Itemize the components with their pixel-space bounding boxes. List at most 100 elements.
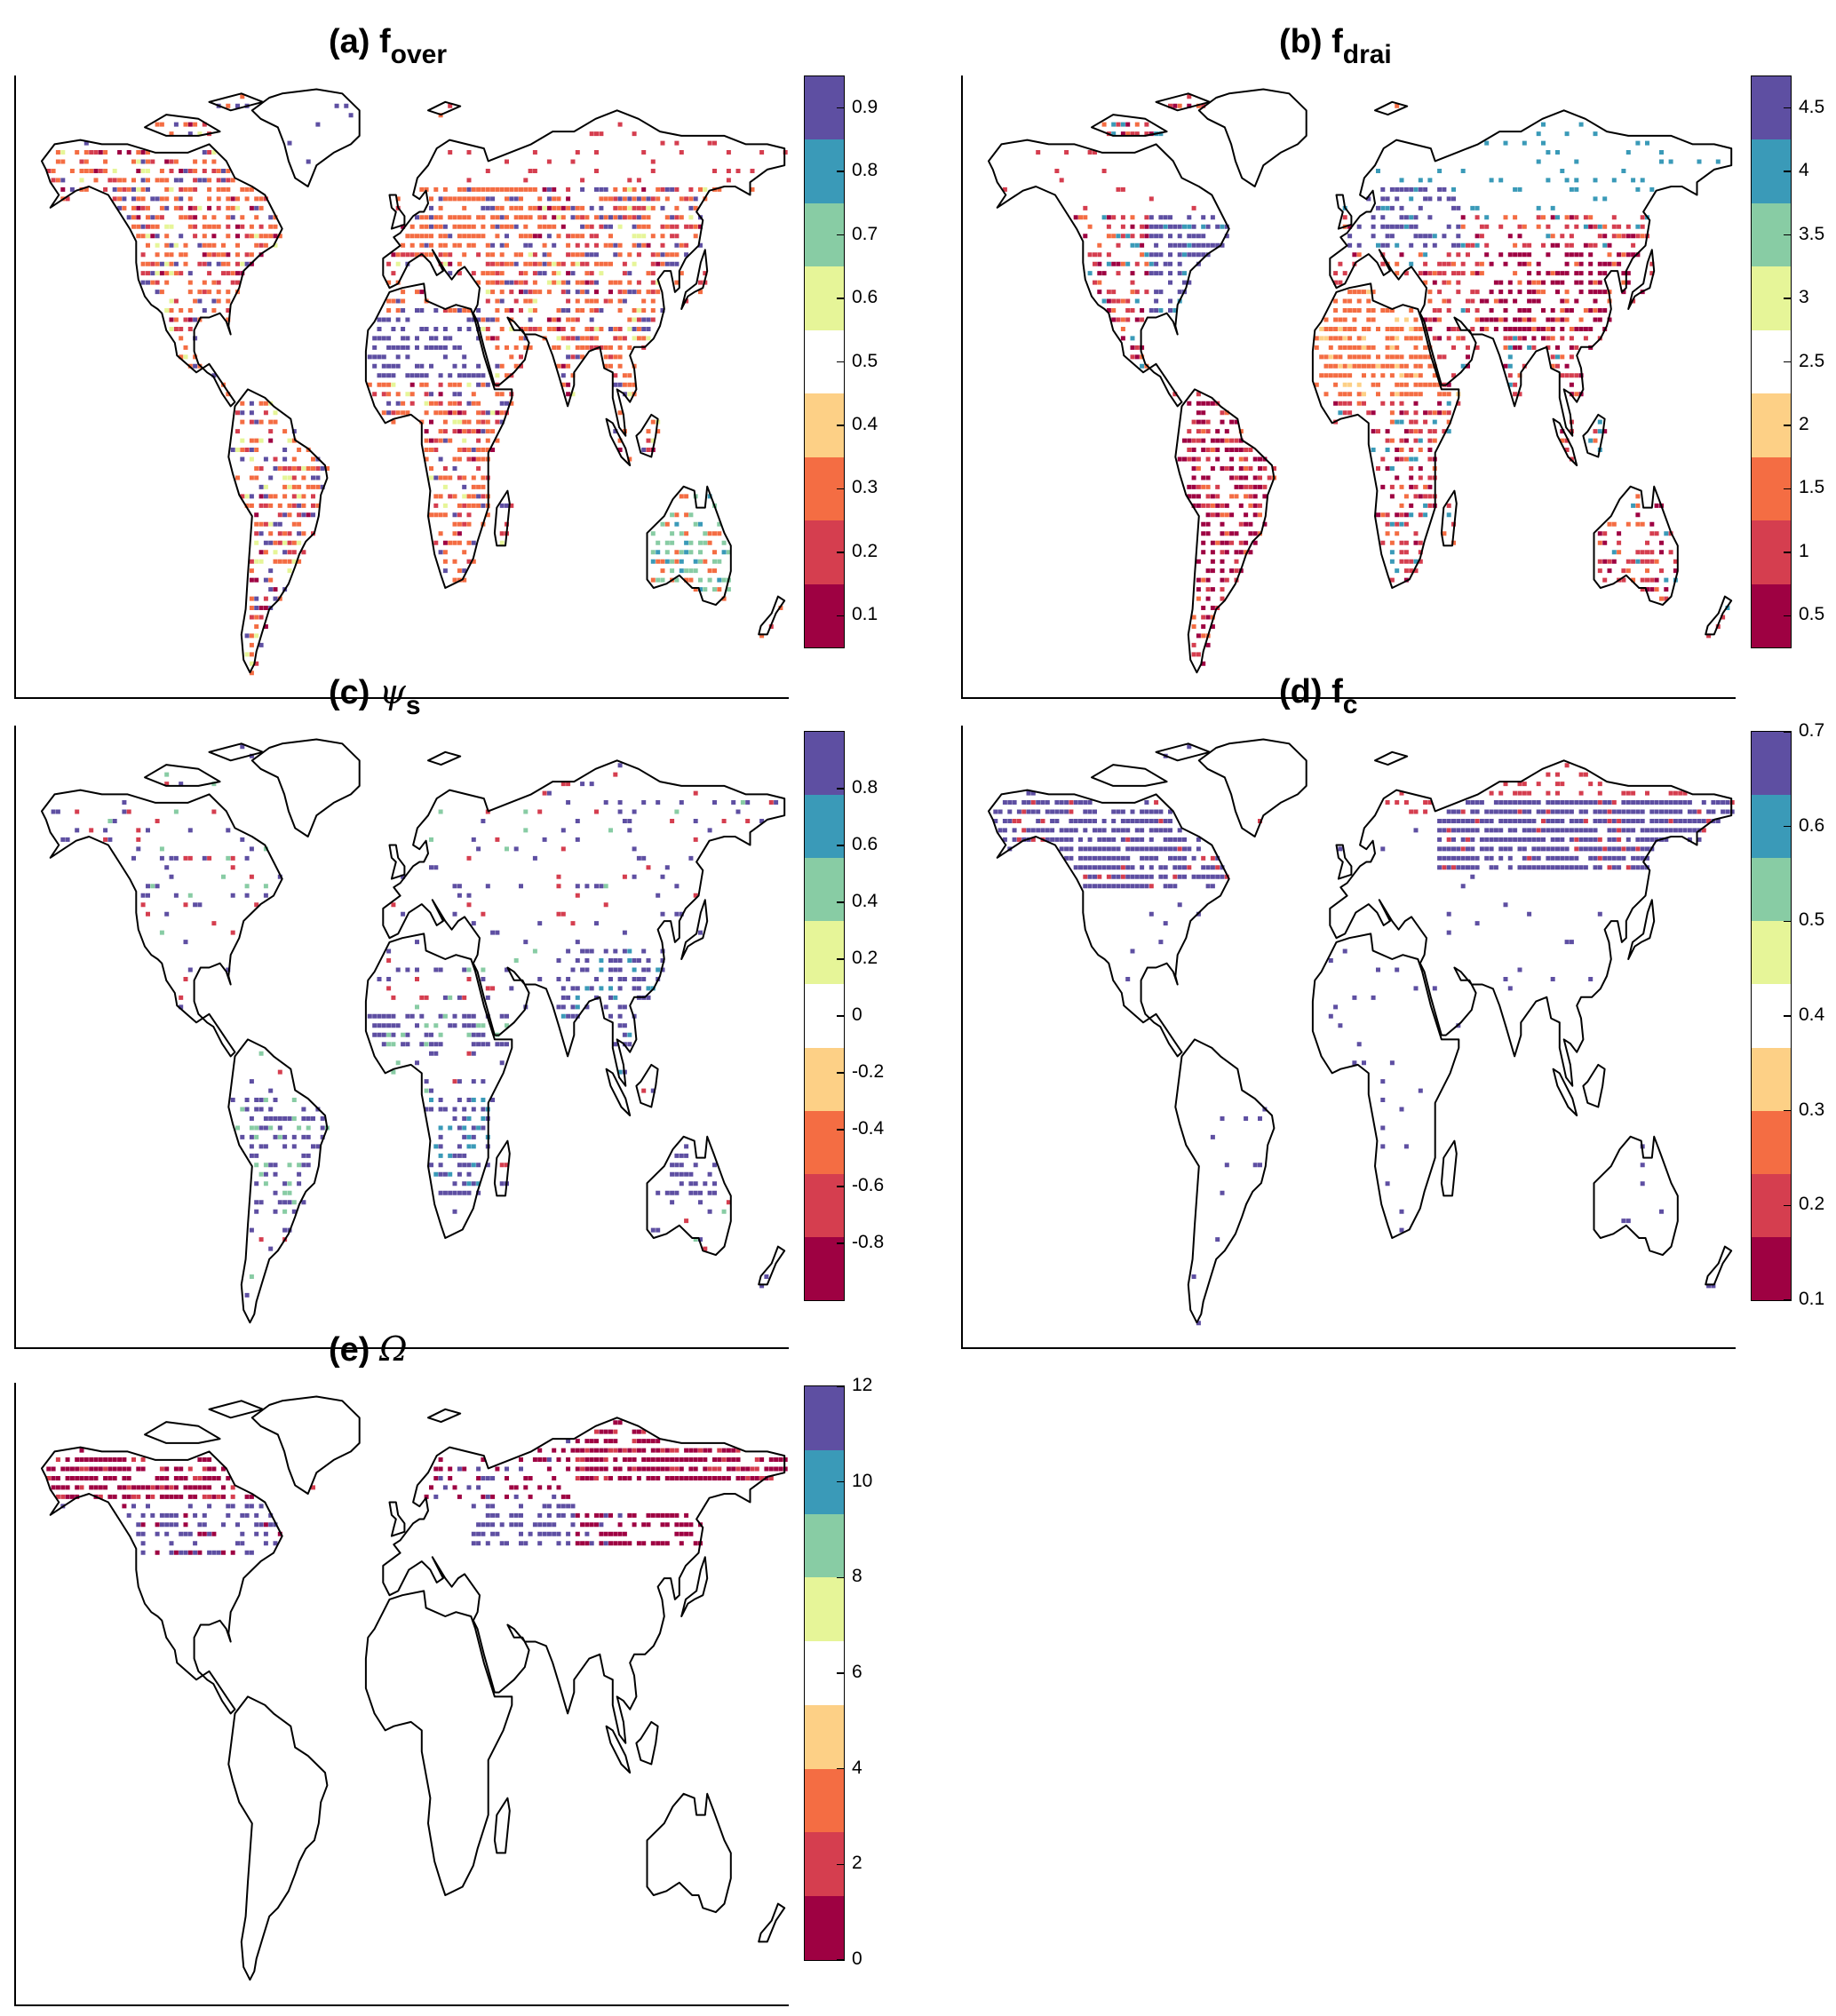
colorbar-tick-label: 2 <box>852 1853 862 1874</box>
coastline-africa <box>364 1590 513 1896</box>
coastline-namerica <box>41 139 283 408</box>
colorbar-tick-mark <box>837 1242 844 1244</box>
colorbar-segment <box>805 1768 844 1833</box>
colorbar-segment <box>805 1173 844 1238</box>
map-panel-b: (b) fdrai 4.5 4 3.5 3 2.5 2 1.5 1 0.5 <box>961 25 1836 709</box>
colorbar-tick-mark <box>1784 1299 1791 1301</box>
colorbar-tick-mark <box>837 552 844 553</box>
colorbar-tick-label: 0.4 <box>852 413 878 434</box>
panel-symbol: f <box>379 23 391 60</box>
colorbar-tick-mark <box>1784 552 1791 553</box>
colorbar-segment <box>1752 858 1791 922</box>
colorbar-tick-mark <box>837 298 844 299</box>
panel-title-e: (e) Ω <box>329 1332 408 1367</box>
coastline-africa <box>1311 933 1460 1239</box>
colorbar-segment <box>805 1896 844 1961</box>
colorbar-tick-mark <box>837 361 844 363</box>
pixel-layer-1 <box>1012 763 1735 889</box>
colorbar-tick-label: 0.8 <box>852 777 878 798</box>
colorbar-segment <box>805 921 844 985</box>
colorbar-tick-mark <box>837 234 844 236</box>
pixel-layer-7 <box>650 494 727 592</box>
coastline-borneo <box>1582 413 1606 458</box>
coastline-eurasia <box>1329 759 1733 1087</box>
colorbar-tick-mark <box>837 901 844 903</box>
coastline-indonesia <box>605 1068 632 1116</box>
colorbar-tick-label: 4 <box>852 1757 862 1778</box>
coastline-indonesia <box>605 417 632 466</box>
colorbar-segment <box>1752 1110 1791 1175</box>
colorbar-tick-label: 0.6 <box>1799 814 1825 836</box>
colorbar-tick-label: 0 <box>852 1949 862 1969</box>
pixel-layer-6 <box>107 772 745 1279</box>
map-panel-e: (e) Ω 12 10 8 6 4 2 0 <box>14 1332 938 2016</box>
colorbar-segment <box>805 1236 844 1301</box>
colorbar-tick-label: 12 <box>852 1375 873 1395</box>
colorbar-segment <box>805 732 844 796</box>
coastline-arctic1 <box>144 1421 221 1444</box>
coastline-australia <box>1593 485 1679 607</box>
colorbar <box>1751 731 1792 1301</box>
panel-symbol: f <box>1331 23 1343 60</box>
colorbar-tick-label: 0.7 <box>852 223 878 244</box>
colorbar-tick-label: 0.4 <box>852 891 878 911</box>
colorbar-tick-label: 0.6 <box>852 834 878 854</box>
colorbar-tick-mark <box>837 1072 844 1074</box>
coastline-nz <box>1705 595 1733 636</box>
colorbar-tick-mark <box>837 488 844 490</box>
coastline-greenland <box>250 1395 361 1495</box>
panel-title-a: (a) fover <box>329 23 447 68</box>
colorbar-tick-mark <box>837 1576 844 1579</box>
colorbar-tick-mark <box>837 1129 844 1131</box>
coastline-svalbard <box>427 750 462 766</box>
colorbar-tick-label: 0.2 <box>852 948 878 968</box>
panel-subscript: over <box>390 40 448 69</box>
colorbar-tick-mark <box>837 425 844 426</box>
coastline-madagascar <box>1440 1139 1458 1197</box>
colorbar-tick-label: 0.3 <box>1799 1099 1825 1120</box>
colorbar-tick-label: 0.4 <box>1799 1004 1825 1025</box>
coastline-eurasia <box>382 1417 786 1744</box>
panel-subscript: c <box>1342 690 1358 719</box>
colorbar-segment <box>1752 1236 1791 1301</box>
panel-label: (c) <box>329 674 370 711</box>
coastline-greenland <box>250 738 361 837</box>
coastline-nz <box>758 1245 786 1286</box>
panel-subscript: drai <box>1342 40 1392 69</box>
colorbar-tick-label: 4 <box>1799 160 1809 181</box>
pixel-layer-8 <box>60 1439 623 1555</box>
coastline-svalbard <box>1374 750 1409 766</box>
colorbar-tick-label: 8 <box>852 1566 862 1587</box>
colorbar-segment <box>1752 732 1791 796</box>
data-pixels <box>46 94 788 676</box>
coastline-africa <box>364 282 513 589</box>
colorbar-tick-mark <box>1784 825 1791 828</box>
pixel-layer-8 <box>993 744 1735 1326</box>
colorbar-tick-mark <box>837 1480 844 1483</box>
colorbar-segment <box>805 1513 844 1578</box>
panel-label: (b) <box>1279 23 1323 60</box>
colorbar-tick-mark <box>837 107 844 109</box>
coastline-eurasia <box>382 109 786 437</box>
panel-symbol: ψ <box>379 672 406 711</box>
colorbar-tick-mark <box>1784 425 1791 426</box>
pixel-layer-6 <box>650 494 731 592</box>
coastline-borneo <box>635 1063 659 1108</box>
coastline-samerica <box>1174 388 1276 674</box>
coastline-indonesia <box>1552 417 1578 466</box>
colorbar-tick-mark <box>837 1863 844 1866</box>
colorbar-segment <box>805 1386 844 1451</box>
colorbar-tick-label: 1.5 <box>1799 477 1825 498</box>
colorbar-tick-label: 0.5 <box>1799 604 1825 625</box>
coastline-madagascar <box>1440 489 1458 547</box>
coastline-greenland <box>250 88 361 187</box>
pixel-layer-8 <box>60 103 703 647</box>
colorbar-segment <box>805 1110 844 1175</box>
colorbar-tick-label: 0.5 <box>1799 909 1825 931</box>
world-map-icon <box>988 88 1733 674</box>
colorbar-tick-label: 0.7 <box>1799 720 1825 741</box>
panel-subscript: s <box>405 691 421 720</box>
colorbar-tick-mark <box>1784 1015 1791 1017</box>
panel-label: (e) <box>329 1331 370 1369</box>
colorbar-tick-label: 0.5 <box>852 350 878 371</box>
